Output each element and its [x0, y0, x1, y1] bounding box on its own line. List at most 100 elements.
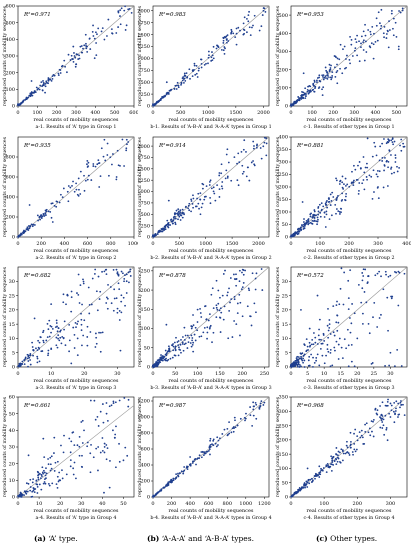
data-point — [309, 221, 312, 224]
data-point — [265, 154, 268, 157]
x-tick-label: 1000 — [202, 110, 215, 116]
x-tick-label: 500 — [175, 241, 185, 247]
data-point — [320, 338, 322, 341]
data-point — [39, 477, 42, 479]
data-point — [351, 55, 354, 57]
data-point — [330, 469, 333, 472]
data-point — [393, 140, 396, 143]
x-tick-label: 0 — [151, 110, 154, 116]
data-point — [354, 47, 357, 50]
data-point — [178, 215, 181, 218]
data-point — [24, 490, 27, 493]
data-point — [117, 11, 120, 14]
data-point — [177, 86, 180, 89]
x-tick-label: 600 — [129, 110, 138, 116]
data-point — [41, 471, 44, 474]
data-point — [385, 37, 388, 39]
x-tick-label: 0 — [151, 371, 154, 377]
data-point — [390, 409, 393, 412]
data-point — [219, 296, 221, 299]
data-point — [320, 467, 322, 470]
data-point — [36, 492, 39, 494]
data-point — [41, 85, 43, 88]
data-point — [188, 68, 191, 71]
data-point — [196, 308, 199, 311]
data-point — [330, 455, 333, 458]
data-point — [295, 357, 298, 360]
data-point — [403, 272, 406, 275]
data-point — [20, 232, 23, 235]
data-point — [349, 62, 351, 65]
data-point — [215, 47, 218, 50]
data-point — [398, 413, 401, 416]
data-point — [349, 36, 351, 38]
data-point — [208, 327, 211, 330]
data-point — [396, 348, 399, 351]
data-point — [361, 272, 364, 274]
data-point — [295, 362, 298, 365]
data-point — [345, 347, 348, 350]
data-point — [387, 329, 389, 332]
data-point — [47, 82, 49, 84]
data-point — [380, 275, 382, 278]
data-point — [251, 424, 254, 427]
data-point — [362, 39, 365, 42]
data-point — [25, 98, 28, 100]
data-point — [360, 434, 363, 437]
y-tick-label: 0 — [285, 365, 288, 371]
data-point — [175, 209, 178, 212]
column-caption-b: (b) ‘A-A-A’ and ‘A-B-A’ types. — [147, 534, 254, 543]
data-point — [212, 439, 215, 442]
data-point — [325, 354, 327, 357]
data-point — [37, 339, 40, 342]
data-point — [305, 480, 308, 483]
data-point — [329, 67, 332, 69]
data-point — [54, 461, 57, 464]
data-point — [84, 33, 87, 36]
data-point — [239, 301, 242, 304]
data-point — [117, 164, 120, 167]
data-point — [314, 472, 317, 475]
data-point — [261, 289, 264, 291]
data-point — [332, 464, 335, 466]
data-point — [94, 332, 97, 335]
data-point — [59, 72, 62, 74]
data-point — [47, 79, 50, 81]
data-point — [101, 331, 104, 334]
data-point — [225, 39, 228, 41]
data-point — [75, 188, 78, 191]
data-point — [191, 339, 193, 342]
y-tick-label: 100 — [140, 326, 150, 332]
data-point — [97, 446, 100, 448]
data-point — [203, 451, 206, 454]
data-point — [179, 209, 182, 212]
data-point — [293, 492, 296, 495]
data-point — [361, 287, 364, 290]
x-axis-label: real counts of mobility sequences — [306, 248, 391, 254]
data-point — [192, 350, 195, 353]
data-point — [309, 345, 311, 348]
data-point — [86, 160, 89, 162]
diagonal-line — [290, 396, 408, 498]
data-point — [63, 320, 66, 323]
data-point — [208, 181, 211, 183]
y-tick-label: 25 — [9, 293, 15, 299]
data-point — [22, 232, 25, 235]
data-point — [120, 270, 123, 273]
data-point — [92, 24, 94, 27]
data-point — [66, 190, 69, 193]
data-point — [337, 195, 339, 197]
data-point — [230, 179, 233, 182]
data-point — [300, 96, 303, 99]
data-point — [73, 55, 76, 57]
data-point — [318, 338, 321, 341]
data-point — [183, 469, 186, 472]
data-point — [61, 477, 64, 480]
data-point — [190, 325, 193, 327]
data-point — [42, 80, 44, 82]
data-point — [340, 448, 343, 451]
data-point — [192, 197, 195, 200]
data-point — [210, 60, 213, 62]
data-point — [315, 220, 318, 223]
data-point — [127, 271, 130, 274]
